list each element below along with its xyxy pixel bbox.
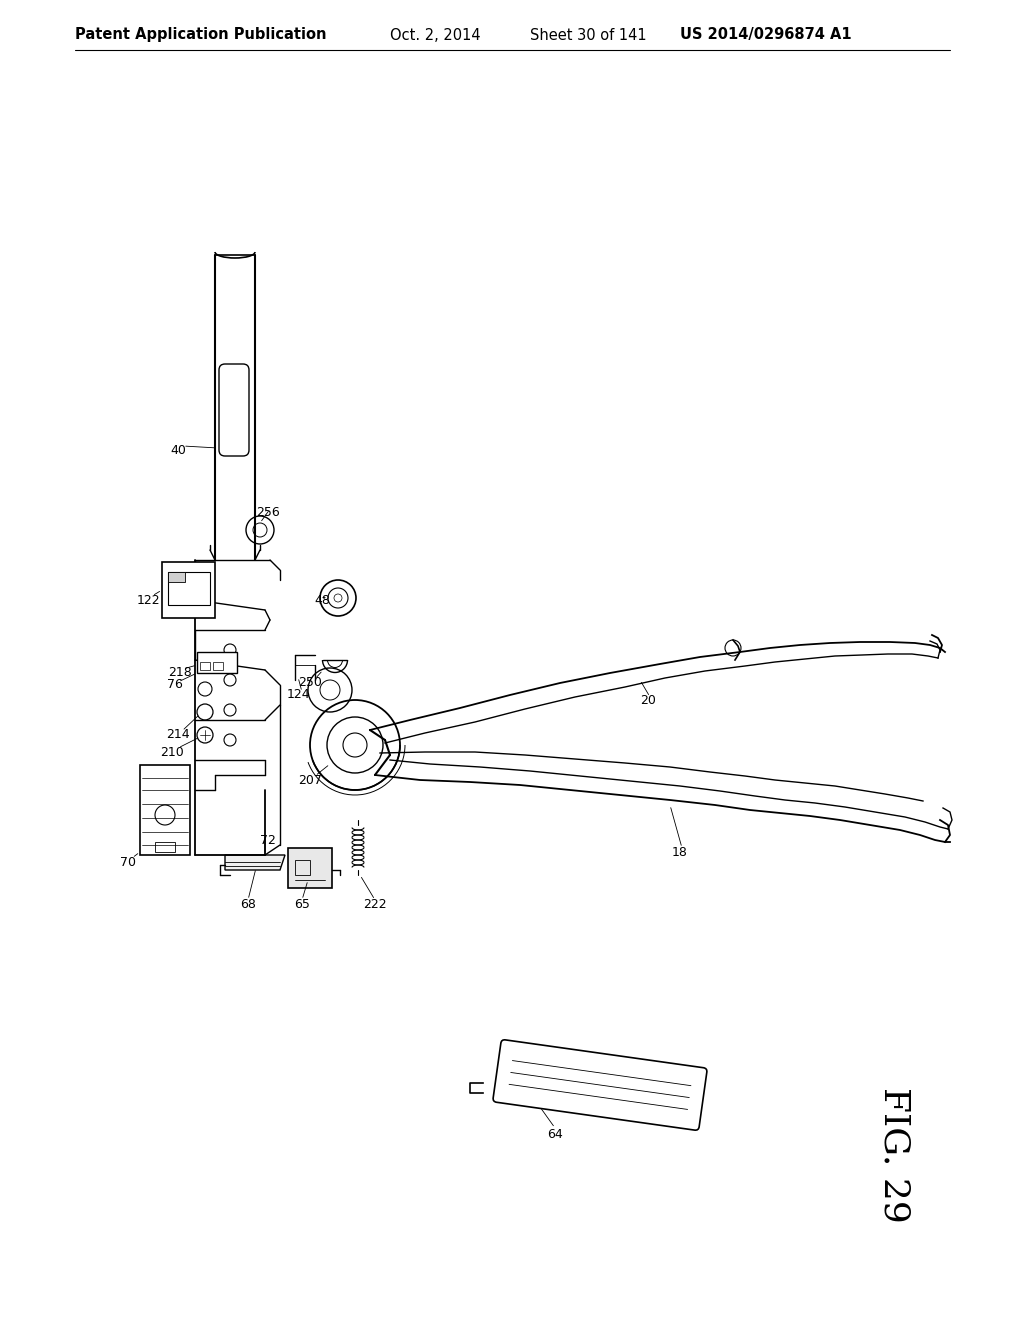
Text: 222: 222 (364, 899, 387, 912)
Text: 20: 20 (640, 693, 656, 706)
FancyBboxPatch shape (494, 1040, 707, 1130)
FancyBboxPatch shape (219, 364, 249, 455)
Text: 76: 76 (167, 678, 183, 692)
Circle shape (334, 594, 342, 602)
Text: Oct. 2, 2014: Oct. 2, 2014 (390, 28, 480, 42)
Polygon shape (140, 766, 190, 855)
Text: 218: 218 (168, 665, 191, 678)
Text: Patent Application Publication: Patent Application Publication (75, 28, 327, 42)
Polygon shape (197, 652, 237, 673)
Text: 18: 18 (672, 846, 688, 858)
Text: 124: 124 (286, 689, 310, 701)
Text: 214: 214 (166, 729, 189, 742)
Polygon shape (288, 847, 332, 888)
Text: FIG. 29: FIG. 29 (878, 1088, 912, 1222)
Text: 65: 65 (294, 899, 310, 912)
Text: 70: 70 (120, 855, 136, 869)
Text: 72: 72 (260, 833, 275, 846)
Text: 250: 250 (298, 676, 322, 689)
Text: 207: 207 (298, 774, 322, 787)
Text: 210: 210 (160, 746, 184, 759)
Text: 64: 64 (547, 1129, 563, 1142)
Text: 122: 122 (136, 594, 160, 606)
Text: 68: 68 (240, 899, 256, 912)
Polygon shape (225, 855, 285, 870)
Text: 256: 256 (256, 506, 280, 519)
Polygon shape (162, 562, 215, 618)
Text: 40: 40 (170, 444, 186, 457)
Text: Sheet 30 of 141: Sheet 30 of 141 (530, 28, 646, 42)
Polygon shape (168, 572, 185, 582)
Text: 48: 48 (314, 594, 330, 606)
Text: US 2014/0296874 A1: US 2014/0296874 A1 (680, 28, 852, 42)
